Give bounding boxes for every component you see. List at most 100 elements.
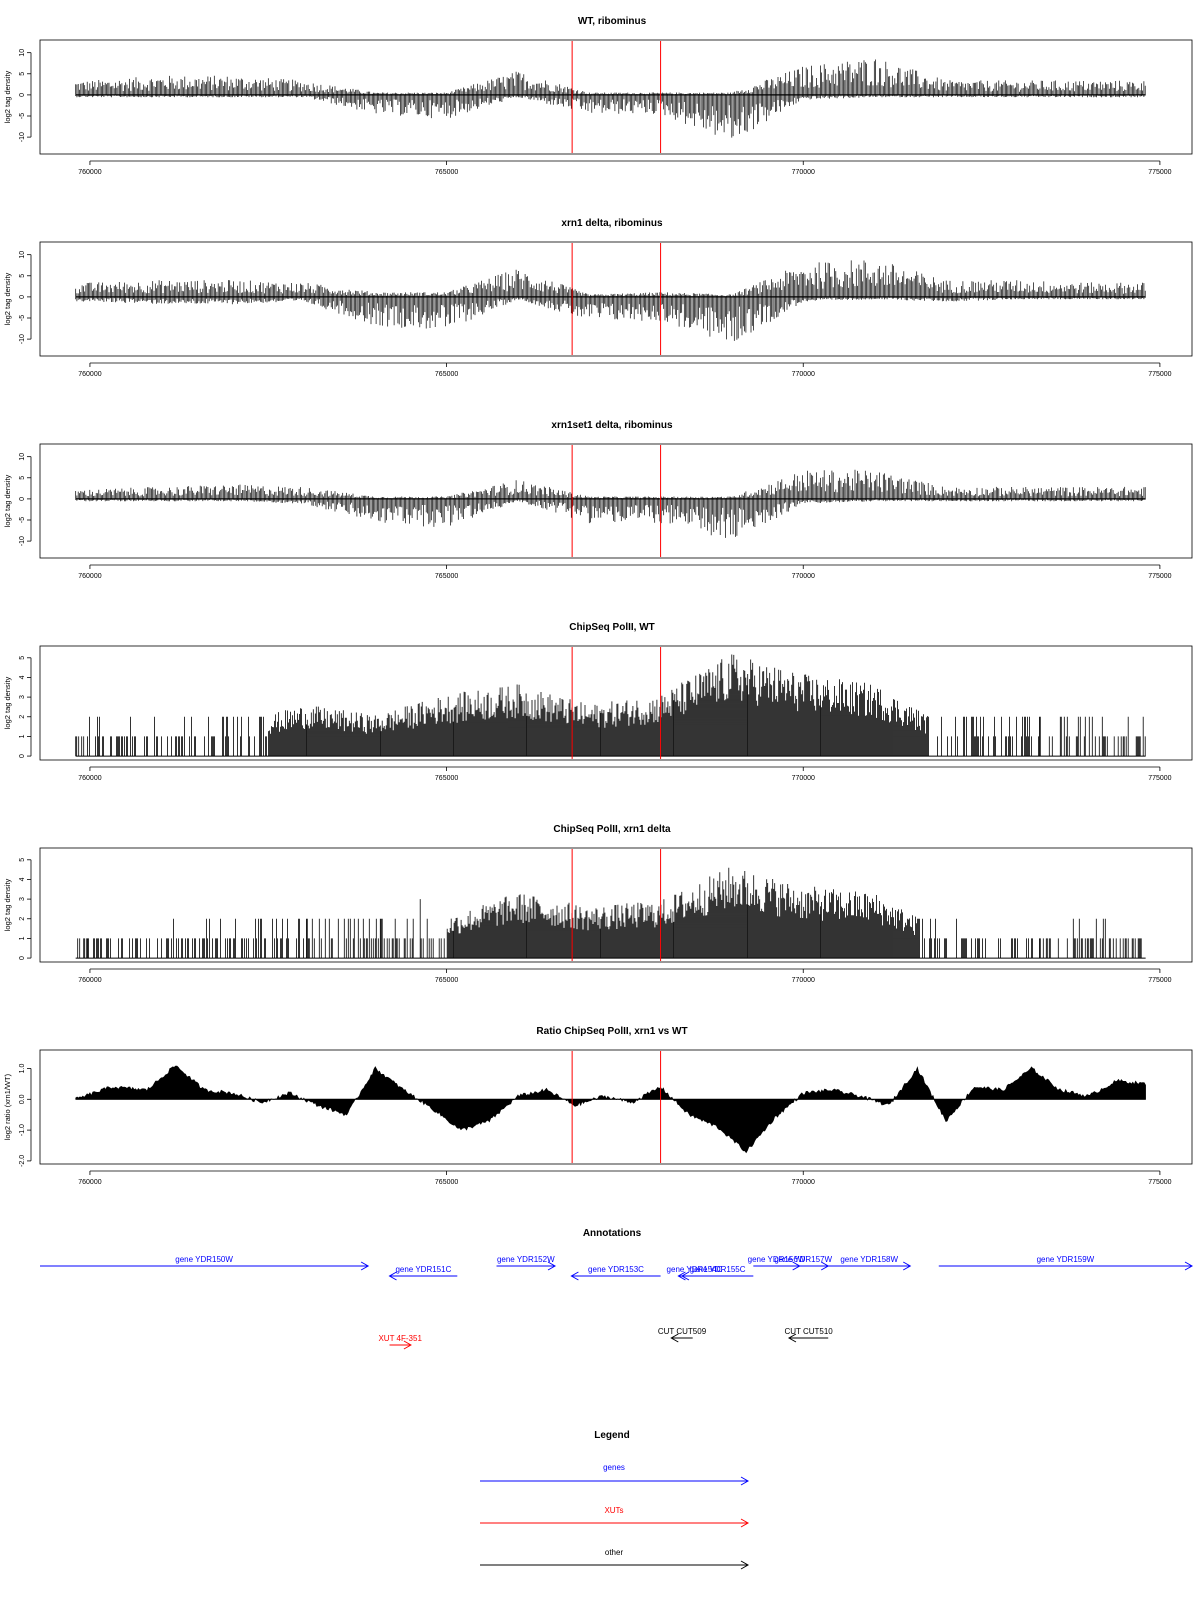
signal-track <box>75 654 1146 757</box>
y-tick-label: 2 <box>19 917 26 921</box>
feature-label: gene YDR156W <box>748 1255 806 1264</box>
x-tick-label: 760000 <box>78 977 101 984</box>
marker-lines <box>571 647 662 759</box>
x-axis: 760000 765000 770000 775000 <box>78 564 1172 580</box>
y-tick-label: 5 <box>19 274 26 278</box>
x-tick-label: 770000 <box>792 169 815 176</box>
feature-label: CUT CUT510 <box>784 1327 833 1336</box>
annotations-title: Annotations <box>583 1228 642 1239</box>
y-tick-label: 3 <box>19 897 26 901</box>
y-tick-label: 0 <box>19 754 26 758</box>
x-tick-label: 765000 <box>435 169 458 176</box>
x-tick-label: 775000 <box>1148 775 1171 782</box>
x-axis: 760000 765000 770000 775000 <box>78 766 1172 782</box>
y-tick-label: 4 <box>19 675 26 679</box>
y-tick-label: -10 <box>19 132 26 142</box>
y-tick-label: 0 <box>19 295 26 299</box>
x-tick-label: 775000 <box>1148 169 1171 176</box>
y-axis: 0 1 2 3 4 5 <box>19 656 32 758</box>
arrow-left-icon <box>787 1333 797 1343</box>
feature-label: gene YDR157W <box>774 1255 832 1264</box>
x-tick-label: 760000 <box>78 169 101 176</box>
x-tick-label: 760000 <box>78 371 101 378</box>
y-tick-label: 10 <box>19 251 26 259</box>
series-polii-density <box>75 654 1146 757</box>
arrow-right-icon <box>547 1261 557 1271</box>
x-tick-label: 770000 <box>792 775 815 782</box>
panel-title: xrn1 delta, ribominus <box>561 218 663 229</box>
feature-label: gene YDR155C <box>690 1265 746 1274</box>
plot-frame <box>39 39 1193 155</box>
x-tick-label: 765000 <box>435 775 458 782</box>
plot-frame <box>39 1049 1193 1165</box>
annotation-gene: gene YDR155C <box>680 1265 754 1281</box>
y-axis: -2.0 -1.0 0.0 1.0 <box>19 1064 32 1167</box>
legend-title: Legend <box>594 1430 630 1441</box>
panel-chipseq-wt: ChipSeq PolII, WT log2 tag density 0 1 2 3 4… <box>3 622 1193 782</box>
y-axis-label: log2 tag density <box>3 70 12 123</box>
legend-item-other: other <box>480 1548 750 1570</box>
feature-label: gene YDR151C <box>395 1265 451 1274</box>
plot-frame <box>39 241 1193 357</box>
panel-title: WT, ribominus <box>578 16 647 27</box>
x-axis: 760000 765000 770000 775000 <box>78 1170 1172 1186</box>
plot-frame <box>39 443 1193 559</box>
y-tick-label: 0 <box>19 93 26 97</box>
y-axis: -10 -5 0 5 10 <box>19 49 32 142</box>
annotation-gene: gene YDR152W <box>496 1255 557 1271</box>
y-axis: -10 -5 0 5 10 <box>19 251 32 344</box>
y-tick-label: -5 <box>19 113 26 119</box>
marker-lines <box>571 243 662 355</box>
y-axis: 0 1 2 3 4 5 <box>19 858 32 960</box>
panel-title: ChipSeq PolII, WT <box>569 622 655 633</box>
arrow-right-icon <box>740 1476 750 1486</box>
signal-track <box>75 1065 1146 1154</box>
y-tick-label: 10 <box>19 49 26 57</box>
x-tick-label: 765000 <box>435 371 458 378</box>
legend-item-xuts: XUTs <box>480 1506 750 1528</box>
arrow-right-icon <box>1184 1261 1194 1271</box>
y-tick-label: 5 <box>19 476 26 480</box>
series-log2-ratio <box>75 1065 1146 1154</box>
y-tick-label: 5 <box>19 72 26 76</box>
x-tick-label: 775000 <box>1148 977 1171 984</box>
y-tick-label: -1.0 <box>19 1124 26 1136</box>
x-axis: 760000 765000 770000 775000 <box>78 160 1172 176</box>
panel-title: xrn1set1 delta, ribominus <box>551 420 673 431</box>
x-tick-label: 765000 <box>435 977 458 984</box>
x-tick-label: 770000 <box>792 371 815 378</box>
y-tick-label: 3 <box>19 695 26 699</box>
signal-track <box>75 867 1146 959</box>
y-tick-label: 10 <box>19 453 26 461</box>
series-plus-strand <box>75 469 1146 499</box>
arrow-right-icon <box>403 1340 412 1350</box>
y-tick-label: -2.0 <box>19 1155 26 1167</box>
arrow-right-icon <box>360 1261 370 1271</box>
panel-xrn1-ribominus: xrn1 delta, ribominus log2 tag density -… <box>3 218 1193 378</box>
feature-label: gene YDR154C <box>667 1265 723 1274</box>
legend-label: other <box>605 1548 624 1557</box>
plot-frame <box>39 645 1193 761</box>
y-tick-label: 1 <box>19 734 26 738</box>
y-axis: -10 -5 0 5 10 <box>19 453 32 546</box>
arrow-right-icon <box>902 1261 912 1271</box>
x-tick-label: 760000 <box>78 775 101 782</box>
y-tick-label: 1 <box>19 936 26 940</box>
x-tick-label: 770000 <box>792 1179 815 1186</box>
legend-label: genes <box>603 1463 625 1472</box>
panel-title: Ratio ChipSeq PolII, xrn1 vs WT <box>536 1026 687 1037</box>
x-tick-label: 765000 <box>435 573 458 580</box>
marker-lines <box>571 1051 662 1163</box>
y-tick-label: -10 <box>19 536 26 546</box>
y-tick-label: 1.0 <box>19 1064 26 1074</box>
arrow-left-icon <box>388 1271 397 1281</box>
x-tick-label: 760000 <box>78 1179 101 1186</box>
arrow-right-icon <box>740 1560 750 1570</box>
panel-ratio-chipseq: Ratio ChipSeq PolII, xrn1 vs WT log2 rat… <box>3 1026 1193 1186</box>
panel-wt-ribominus: WT, ribominus log2 tag density -10 -5 0 5 10… <box>3 16 1193 176</box>
x-tick-label: 760000 <box>78 573 101 580</box>
signal-track <box>75 260 1146 341</box>
arrow-right-icon <box>740 1518 750 1528</box>
y-tick-label: -10 <box>19 334 26 344</box>
